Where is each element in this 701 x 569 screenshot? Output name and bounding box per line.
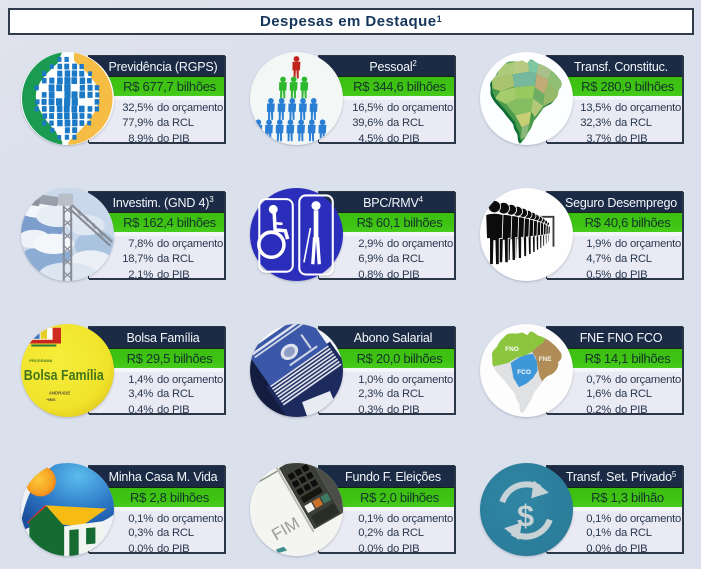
svg-text:*9MS: *9MS <box>46 397 56 402</box>
svg-text:$: $ <box>517 498 534 533</box>
svg-text:ANDRADE: ANDRADE <box>48 390 69 395</box>
svg-text:FNE: FNE <box>539 356 553 363</box>
svg-text:Bolsa Família: Bolsa Família <box>23 367 104 383</box>
svg-text:PROGRAMA: PROGRAMA <box>29 358 52 363</box>
svg-text:FNO: FNO <box>505 346 519 353</box>
svg-text:FCO: FCO <box>517 369 531 376</box>
